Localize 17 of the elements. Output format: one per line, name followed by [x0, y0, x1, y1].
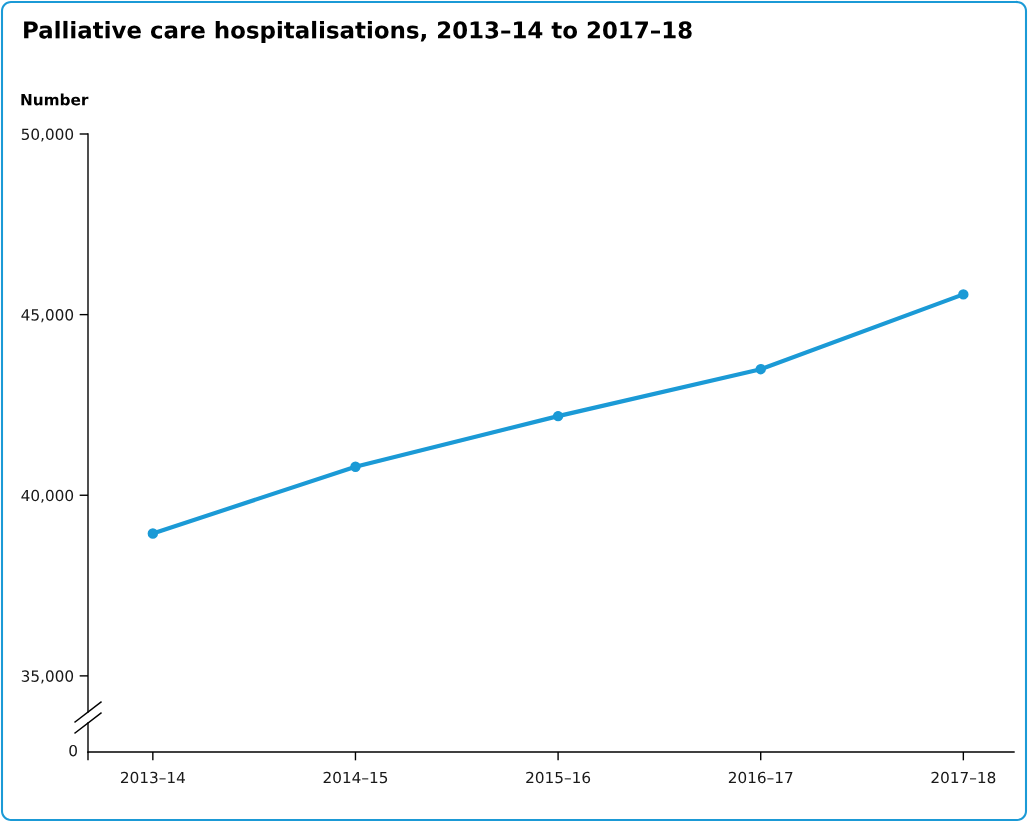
y-tick-label: 50,000 — [21, 128, 74, 142]
x-tick-label: 2014–15 — [323, 771, 388, 784]
point — [755, 363, 766, 375]
y-axis-title: Number — [21, 93, 89, 106]
text: 0 — [69, 744, 77, 757]
y-tick-label: 40,000 — [21, 489, 74, 503]
x-tick-label: 2016–17 — [728, 771, 793, 784]
x-tick-label: 2015–16 — [526, 771, 591, 784]
y-tick-label: 45,000 — [21, 309, 74, 323]
point — [958, 289, 969, 300]
x-tick-label: 2013–14 — [120, 771, 185, 784]
y-tick-label: 35,000 — [21, 670, 74, 684]
point — [147, 528, 159, 539]
chart-title: Palliative care hospitalisations, 2013–14 to 2017–18 — [24, 20, 692, 44]
x-tick-label: 2017–18 — [931, 771, 996, 784]
point — [350, 461, 361, 472]
point — [552, 410, 564, 422]
